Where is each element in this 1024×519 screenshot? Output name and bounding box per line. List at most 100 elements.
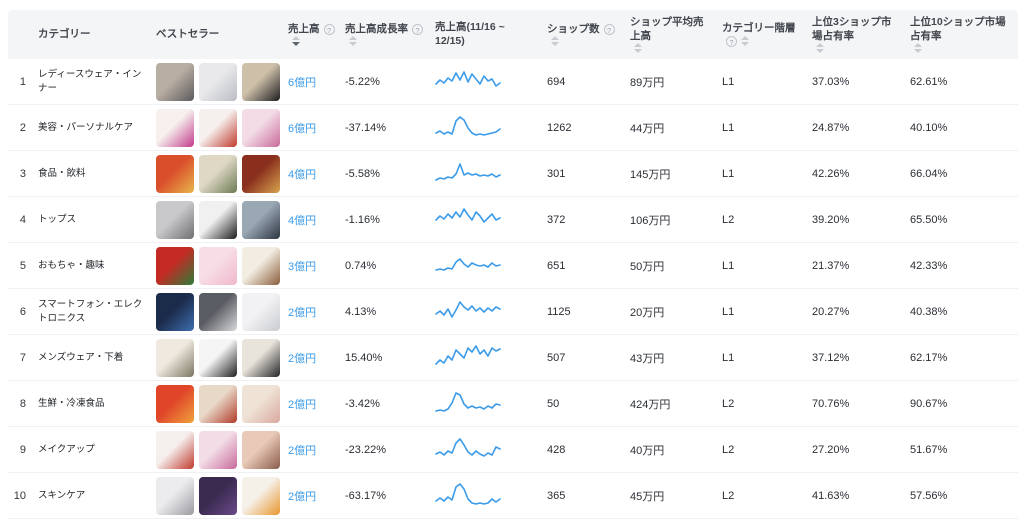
sparkline-chart — [435, 437, 501, 457]
row-rank: 5 — [19, 259, 26, 272]
product-thumbnail[interactable] — [242, 384, 280, 423]
product-thumbnail[interactable] — [156, 246, 194, 285]
info-tooltip-icon[interactable]: ? — [412, 24, 423, 36]
product-thumbnail[interactable] — [199, 384, 237, 423]
sales-trend-sparkline — [435, 343, 547, 373]
sort-icon[interactable] — [551, 36, 559, 47]
sort-icon[interactable] — [741, 36, 749, 47]
product-thumbnail[interactable] — [199, 292, 237, 331]
bestseller-thumbnails — [156, 200, 288, 239]
table-row[interactable]: 6 スマートフォン・エレクトロニクス 2億円 4.13% 1125 20万円 L1 20.27… — [8, 289, 1018, 336]
product-thumbnail[interactable] — [242, 154, 280, 193]
product-thumbnail[interactable] — [156, 108, 194, 147]
header-col-growth[interactable]: 売上高成長率? — [345, 17, 435, 53]
product-thumbnail[interactable] — [156, 384, 194, 423]
sales-trend-sparkline — [435, 205, 547, 235]
product-thumbnail[interactable] — [242, 200, 280, 239]
sort-icon[interactable] — [349, 36, 357, 47]
product-thumbnail[interactable] — [242, 338, 280, 377]
sales-value[interactable]: 2億円 — [288, 352, 317, 365]
header-col-top10-share[interactable]: 上位10ショップ市場占有率 — [910, 10, 1018, 59]
product-thumbnail[interactable] — [199, 430, 237, 469]
sort-icon[interactable] — [816, 43, 824, 54]
shop-avg-sales-value: 43万円 — [630, 352, 665, 365]
category-name[interactable]: 食品・飲料 — [38, 168, 86, 180]
product-thumbnail[interactable] — [156, 62, 194, 101]
product-thumbnail[interactable] — [242, 108, 280, 147]
category-name[interactable]: トップス — [38, 214, 77, 226]
sales-value[interactable]: 4億円 — [288, 214, 317, 227]
top10-share-value: 42.33% — [910, 259, 948, 272]
shop-avg-sales-value: 50万円 — [630, 260, 665, 273]
info-tooltip-icon[interactable]: ? — [726, 35, 737, 47]
category-name[interactable]: スマートフォン・エレクトロニクス — [38, 299, 143, 324]
product-thumbnail[interactable] — [156, 200, 194, 239]
header-col-shop-avg-sales[interactable]: ショップ平均売上高 — [630, 10, 722, 59]
table-row[interactable]: 2 美容・パーソナルケア 6億円 -37.14% 1262 44万円 L1 24.87% 40.… — [8, 105, 1018, 152]
category-name[interactable]: 生鮮・冷凍食品 — [38, 398, 105, 410]
category-tier-value: L1 — [722, 305, 735, 318]
product-thumbnail[interactable] — [199, 108, 237, 147]
shop-avg-sales-value: 20万円 — [630, 306, 665, 319]
table-header: カテゴリー ベストセラー 売上高? 売上高成長率? 売上高(11/16 ~ 12/15)… — [8, 10, 1018, 60]
sales-value[interactable]: 2億円 — [288, 398, 317, 411]
table-row[interactable]: 9 メイクアップ 2億円 -23.22% 428 40万円 L2 27.20% 51.67% — [8, 427, 1018, 474]
category-tier-value: L1 — [722, 167, 735, 180]
category-name[interactable]: 美容・パーソナルケア — [38, 122, 134, 134]
product-thumbnail[interactable] — [242, 246, 280, 285]
sales-trend-sparkline — [435, 67, 547, 97]
sparkline-chart — [435, 257, 501, 271]
sort-icon[interactable] — [634, 43, 642, 54]
table-row[interactable]: 7 メンズウェア・下着 2億円 15.40% 507 43万円 L1 37.12% 62.17% — [8, 335, 1018, 382]
product-thumbnail[interactable] — [199, 246, 237, 285]
category-tier-value: L2 — [722, 443, 735, 456]
category-name[interactable]: おもちゃ・趣味 — [38, 260, 105, 272]
category-tier-value: L2 — [722, 213, 735, 226]
table-row[interactable]: 3 食品・飲料 4億円 -5.58% 301 145万円 L1 42.26% 66.04% — [8, 151, 1018, 198]
top10-share-value: 40.10% — [910, 121, 948, 134]
category-name[interactable]: メンズウェア・下着 — [38, 352, 124, 364]
shop-count-value: 372 — [547, 213, 566, 226]
product-thumbnail[interactable] — [156, 154, 194, 193]
product-thumbnail[interactable] — [199, 200, 237, 239]
header-col-shop-count[interactable]: ショップ数? — [547, 17, 630, 53]
sales-value[interactable]: 6億円 — [288, 122, 317, 135]
product-thumbnail[interactable] — [242, 62, 280, 101]
header-col-category: カテゴリー — [38, 22, 156, 48]
product-thumbnail[interactable] — [199, 338, 237, 377]
category-name[interactable]: メイクアップ — [38, 444, 95, 456]
growth-rate-value: -5.58% — [345, 167, 380, 180]
top3-share-value: 20.27% — [812, 305, 850, 318]
sales-value[interactable]: 4億円 — [288, 168, 317, 181]
header-col-category-tier[interactable]: カテゴリー階層? — [722, 16, 812, 53]
product-thumbnail[interactable] — [199, 62, 237, 101]
info-tooltip-icon[interactable]: ? — [323, 24, 335, 36]
sales-value[interactable]: 6億円 — [288, 76, 317, 89]
table-row[interactable]: 8 生鮮・冷凍食品 2億円 -3.42% 50 424万円 L2 70.76% 90.67% — [8, 381, 1018, 428]
top10-share-value: 62.17% — [910, 351, 948, 364]
sort-icon[interactable] — [292, 36, 300, 47]
category-tier-value: L1 — [722, 121, 735, 134]
product-thumbnail[interactable] — [242, 430, 280, 469]
table-row[interactable]: 4 トップス 4億円 -1.16% 372 106万円 L2 39.20% 65.50% — [8, 197, 1018, 244]
info-tooltip-icon[interactable]: ? — [603, 24, 615, 36]
product-thumbnail[interactable] — [199, 154, 237, 193]
sales-value[interactable]: 2億円 — [288, 306, 317, 319]
product-thumbnail[interactable] — [156, 292, 194, 331]
sort-icon[interactable] — [914, 43, 922, 54]
table-row[interactable]: 1 レディースウェア・インナー 6億円 -5.22% 694 89万円 L1 37.03% 62… — [8, 59, 1018, 106]
product-thumbnail[interactable] — [156, 338, 194, 377]
sales-value[interactable]: 3億円 — [288, 260, 317, 273]
row-rank: 4 — [19, 213, 26, 226]
category-name[interactable]: レディースウェア・インナー — [38, 69, 142, 94]
product-thumbnail[interactable] — [242, 292, 280, 331]
header-col-bestseller: ベストセラー — [156, 22, 288, 48]
header-col-top3-share[interactable]: 上位3ショップ市場占有率 — [812, 10, 910, 59]
growth-rate-value: -3.42% — [345, 397, 380, 410]
table-row[interactable]: 5 おもちゃ・趣味 3億円 0.74% 651 50万円 L1 21.37% 42.33% — [8, 243, 1018, 290]
table-row[interactable]: 10 スキンケア 2億円 -63.17% 365 45万円 L2 41.63% 57.56% — [8, 473, 1018, 519]
product-thumbnail[interactable] — [156, 430, 194, 469]
header-col-sales[interactable]: 売上高? — [288, 17, 345, 53]
sales-value[interactable]: 2億円 — [288, 444, 317, 457]
sales-trend-sparkline — [435, 435, 547, 465]
